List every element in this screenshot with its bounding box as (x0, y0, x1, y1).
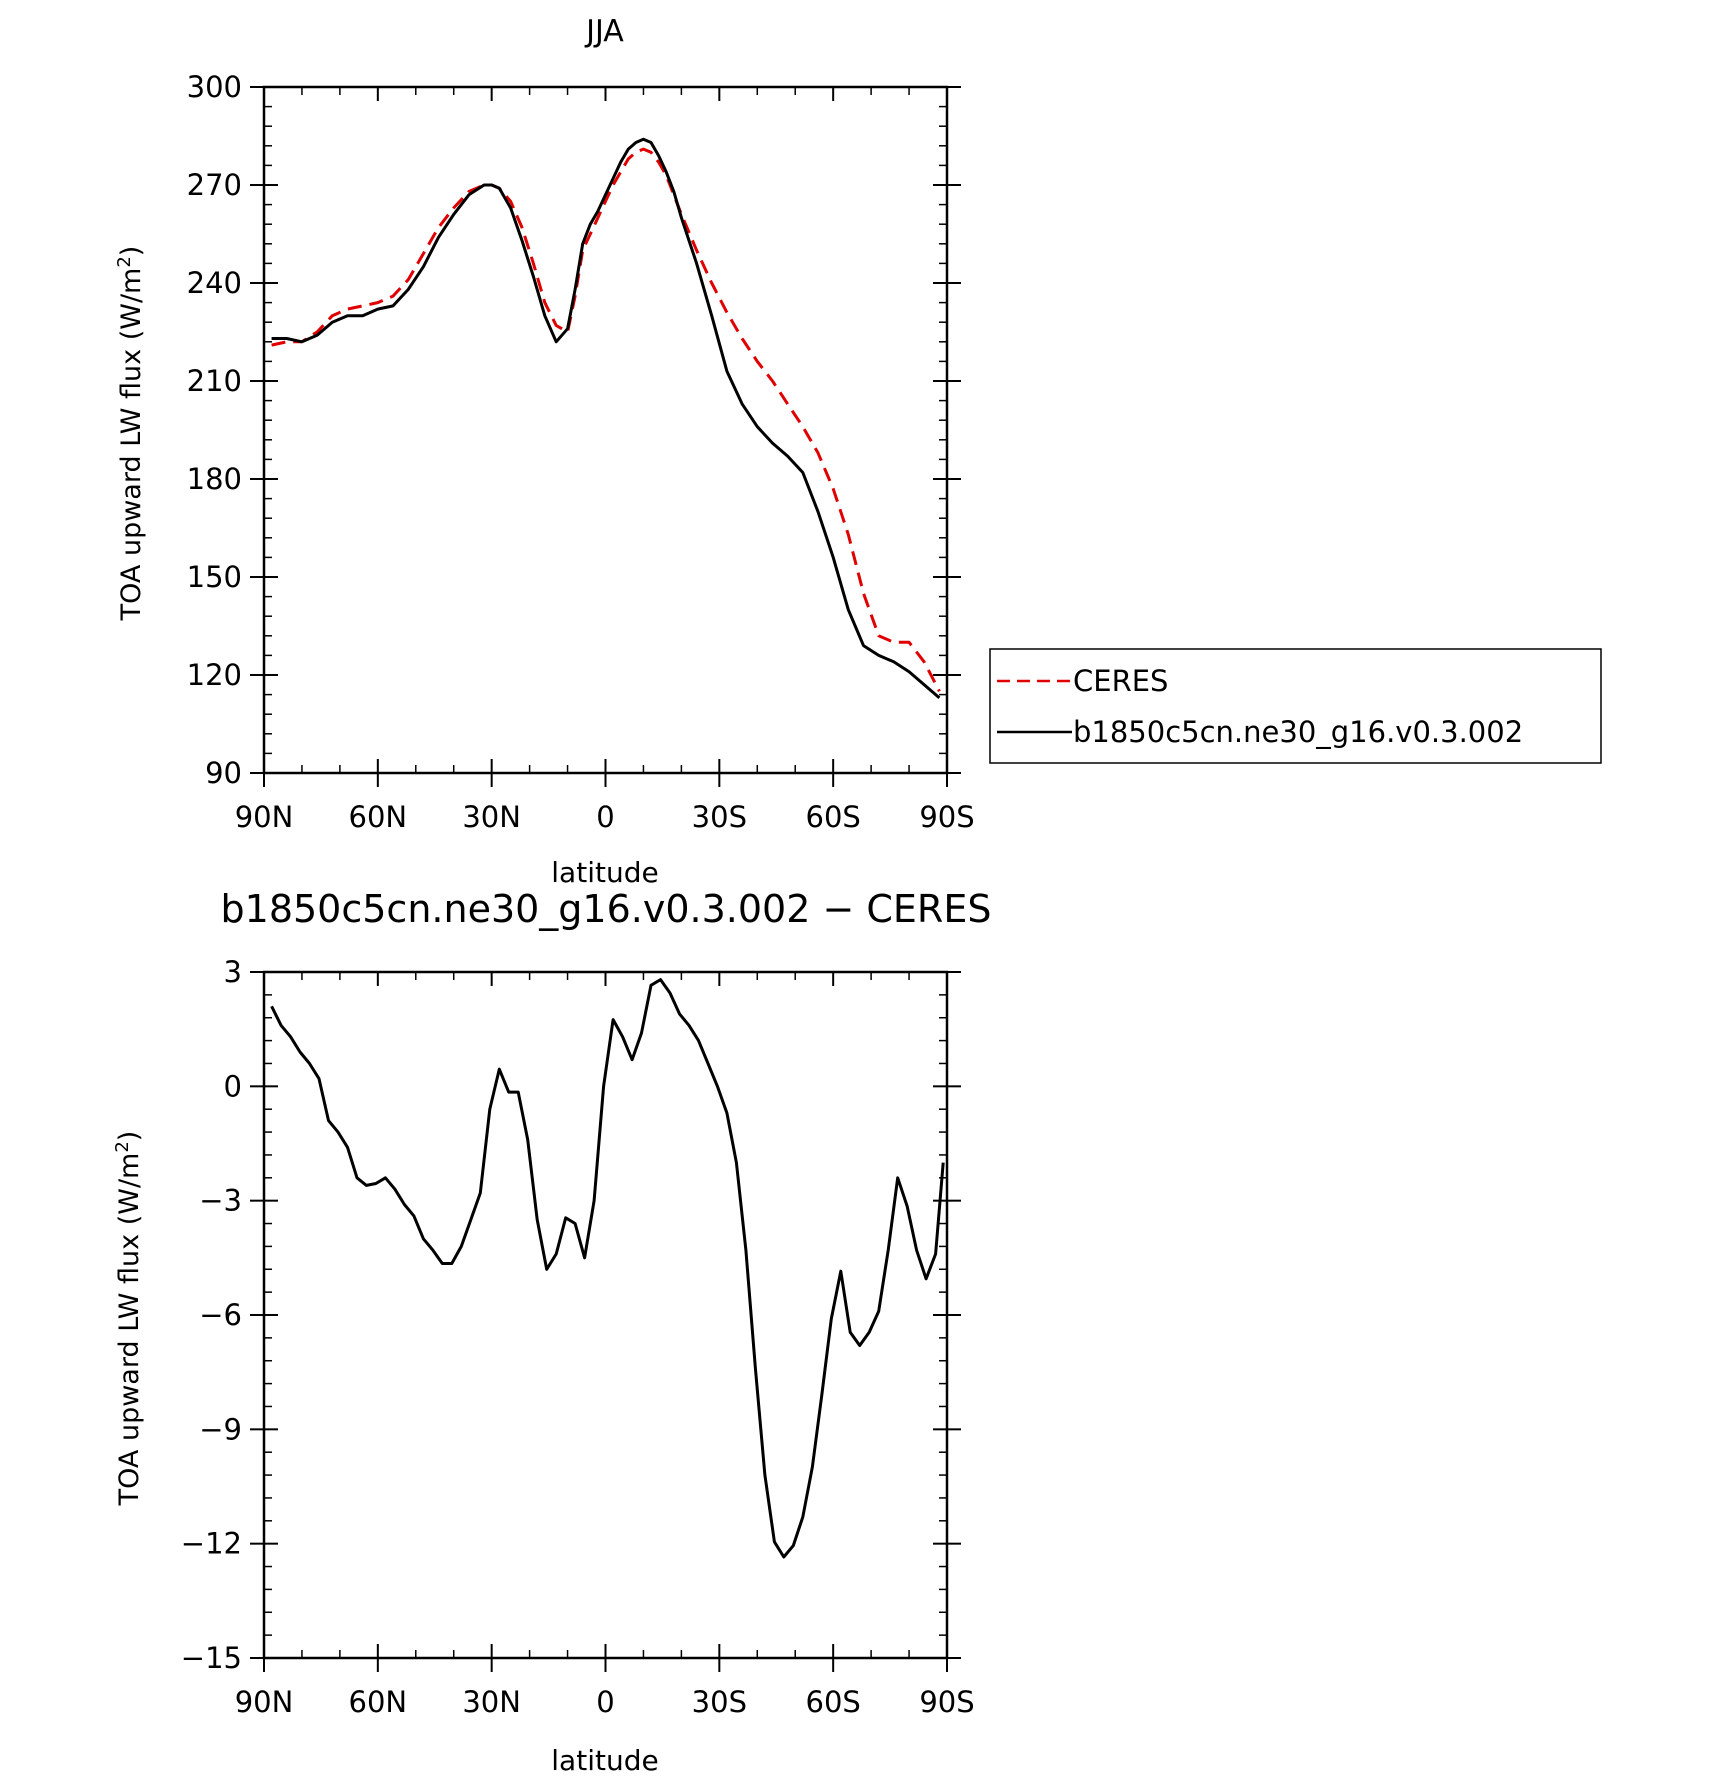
bottom-x-tick-label: 0 (596, 1685, 614, 1719)
top-x-tick-label: 90S (919, 800, 974, 834)
legend-label-ceres: CERES (1073, 664, 1168, 698)
top-x-tick-label: 0 (596, 800, 614, 834)
top-y-tick-label: 180 (187, 462, 242, 496)
top-y-tick-label: 300 (187, 70, 242, 104)
bottom-plot-area: 90N 60N 30N 0 30S 60S 90S 3 0 −3 −6 −9 −12 −15 (181, 955, 975, 1719)
top-y-tick-label: 240 (187, 266, 242, 300)
top-chart-title: JJA (584, 14, 624, 49)
legend: CERES b1850c5cn.ne30_g16.v0.3.002 (989, 648, 1602, 764)
legend-box (989, 648, 1602, 764)
bottom-series-line-0 (270, 978, 945, 1559)
bottom-y-tick-label: −9 (199, 1412, 242, 1446)
bottom-x-tick-label: 90N (235, 1685, 294, 1719)
bottom-x-tick-label: 60N (349, 1685, 408, 1719)
top-plot-frame (262, 85, 949, 775)
bottom-x-axis-label: latitude (551, 1744, 658, 1777)
top-y-tick-label: 210 (187, 364, 242, 398)
top-x-tick-label: 30S (692, 800, 747, 834)
legend-label-model: b1850c5cn.ne30_g16.v0.3.002 (1073, 715, 1523, 749)
bottom-y-tick-label: −12 (181, 1527, 242, 1561)
bottom-x-tick-label: 30N (462, 1685, 521, 1719)
bottom-y-tick-label: −3 (199, 1184, 242, 1218)
top-x-tick-label: 60S (806, 800, 861, 834)
top-y-tick-label: 120 (187, 658, 242, 692)
top-x-tick-label: 60N (349, 800, 408, 834)
top-x-tick-label: 30N (462, 800, 521, 834)
top-y-tick-label: 270 (187, 168, 242, 202)
top-series-line-0 (271, 147, 941, 692)
top-y-tick-label: 150 (187, 560, 242, 594)
top-x-tick-label: 90N (235, 800, 294, 834)
top-series-line-1 (271, 137, 941, 700)
top-panel: JJA 90N 60N 30N 0 30S 60S 90S 90 120 150 180 210 240… (114, 14, 1602, 889)
bottom-y-tick-label: 3 (224, 955, 242, 989)
bottom-y-tick-label: 0 (224, 1069, 242, 1103)
bottom-panel: b1850c5cn.ne30_g16.v0.3.002 − CERES 90N 6… (112, 887, 991, 1777)
bottom-chart-title: b1850c5cn.ne30_g16.v0.3.002 − CERES (221, 887, 992, 931)
top-x-axis-label: latitude (551, 856, 658, 889)
bottom-x-tick-label: 30S (692, 1685, 747, 1719)
bottom-x-tick-label: 90S (919, 1685, 974, 1719)
bottom-y-tick-label: −15 (181, 1641, 242, 1675)
bottom-y-axis-label: TOA upward LW flux (W/m2) (112, 1131, 145, 1507)
top-y-tick-label: 90 (205, 756, 242, 790)
bottom-x-tick-label: 60S (806, 1685, 861, 1719)
top-plot-area: 90N 60N 30N 0 30S 60S 90S 90 120 150 180 210 240 270 3… (187, 70, 975, 834)
top-y-axis-label: TOA upward LW flux (W/m2) (114, 246, 147, 622)
bottom-y-tick-label: −6 (199, 1298, 242, 1332)
